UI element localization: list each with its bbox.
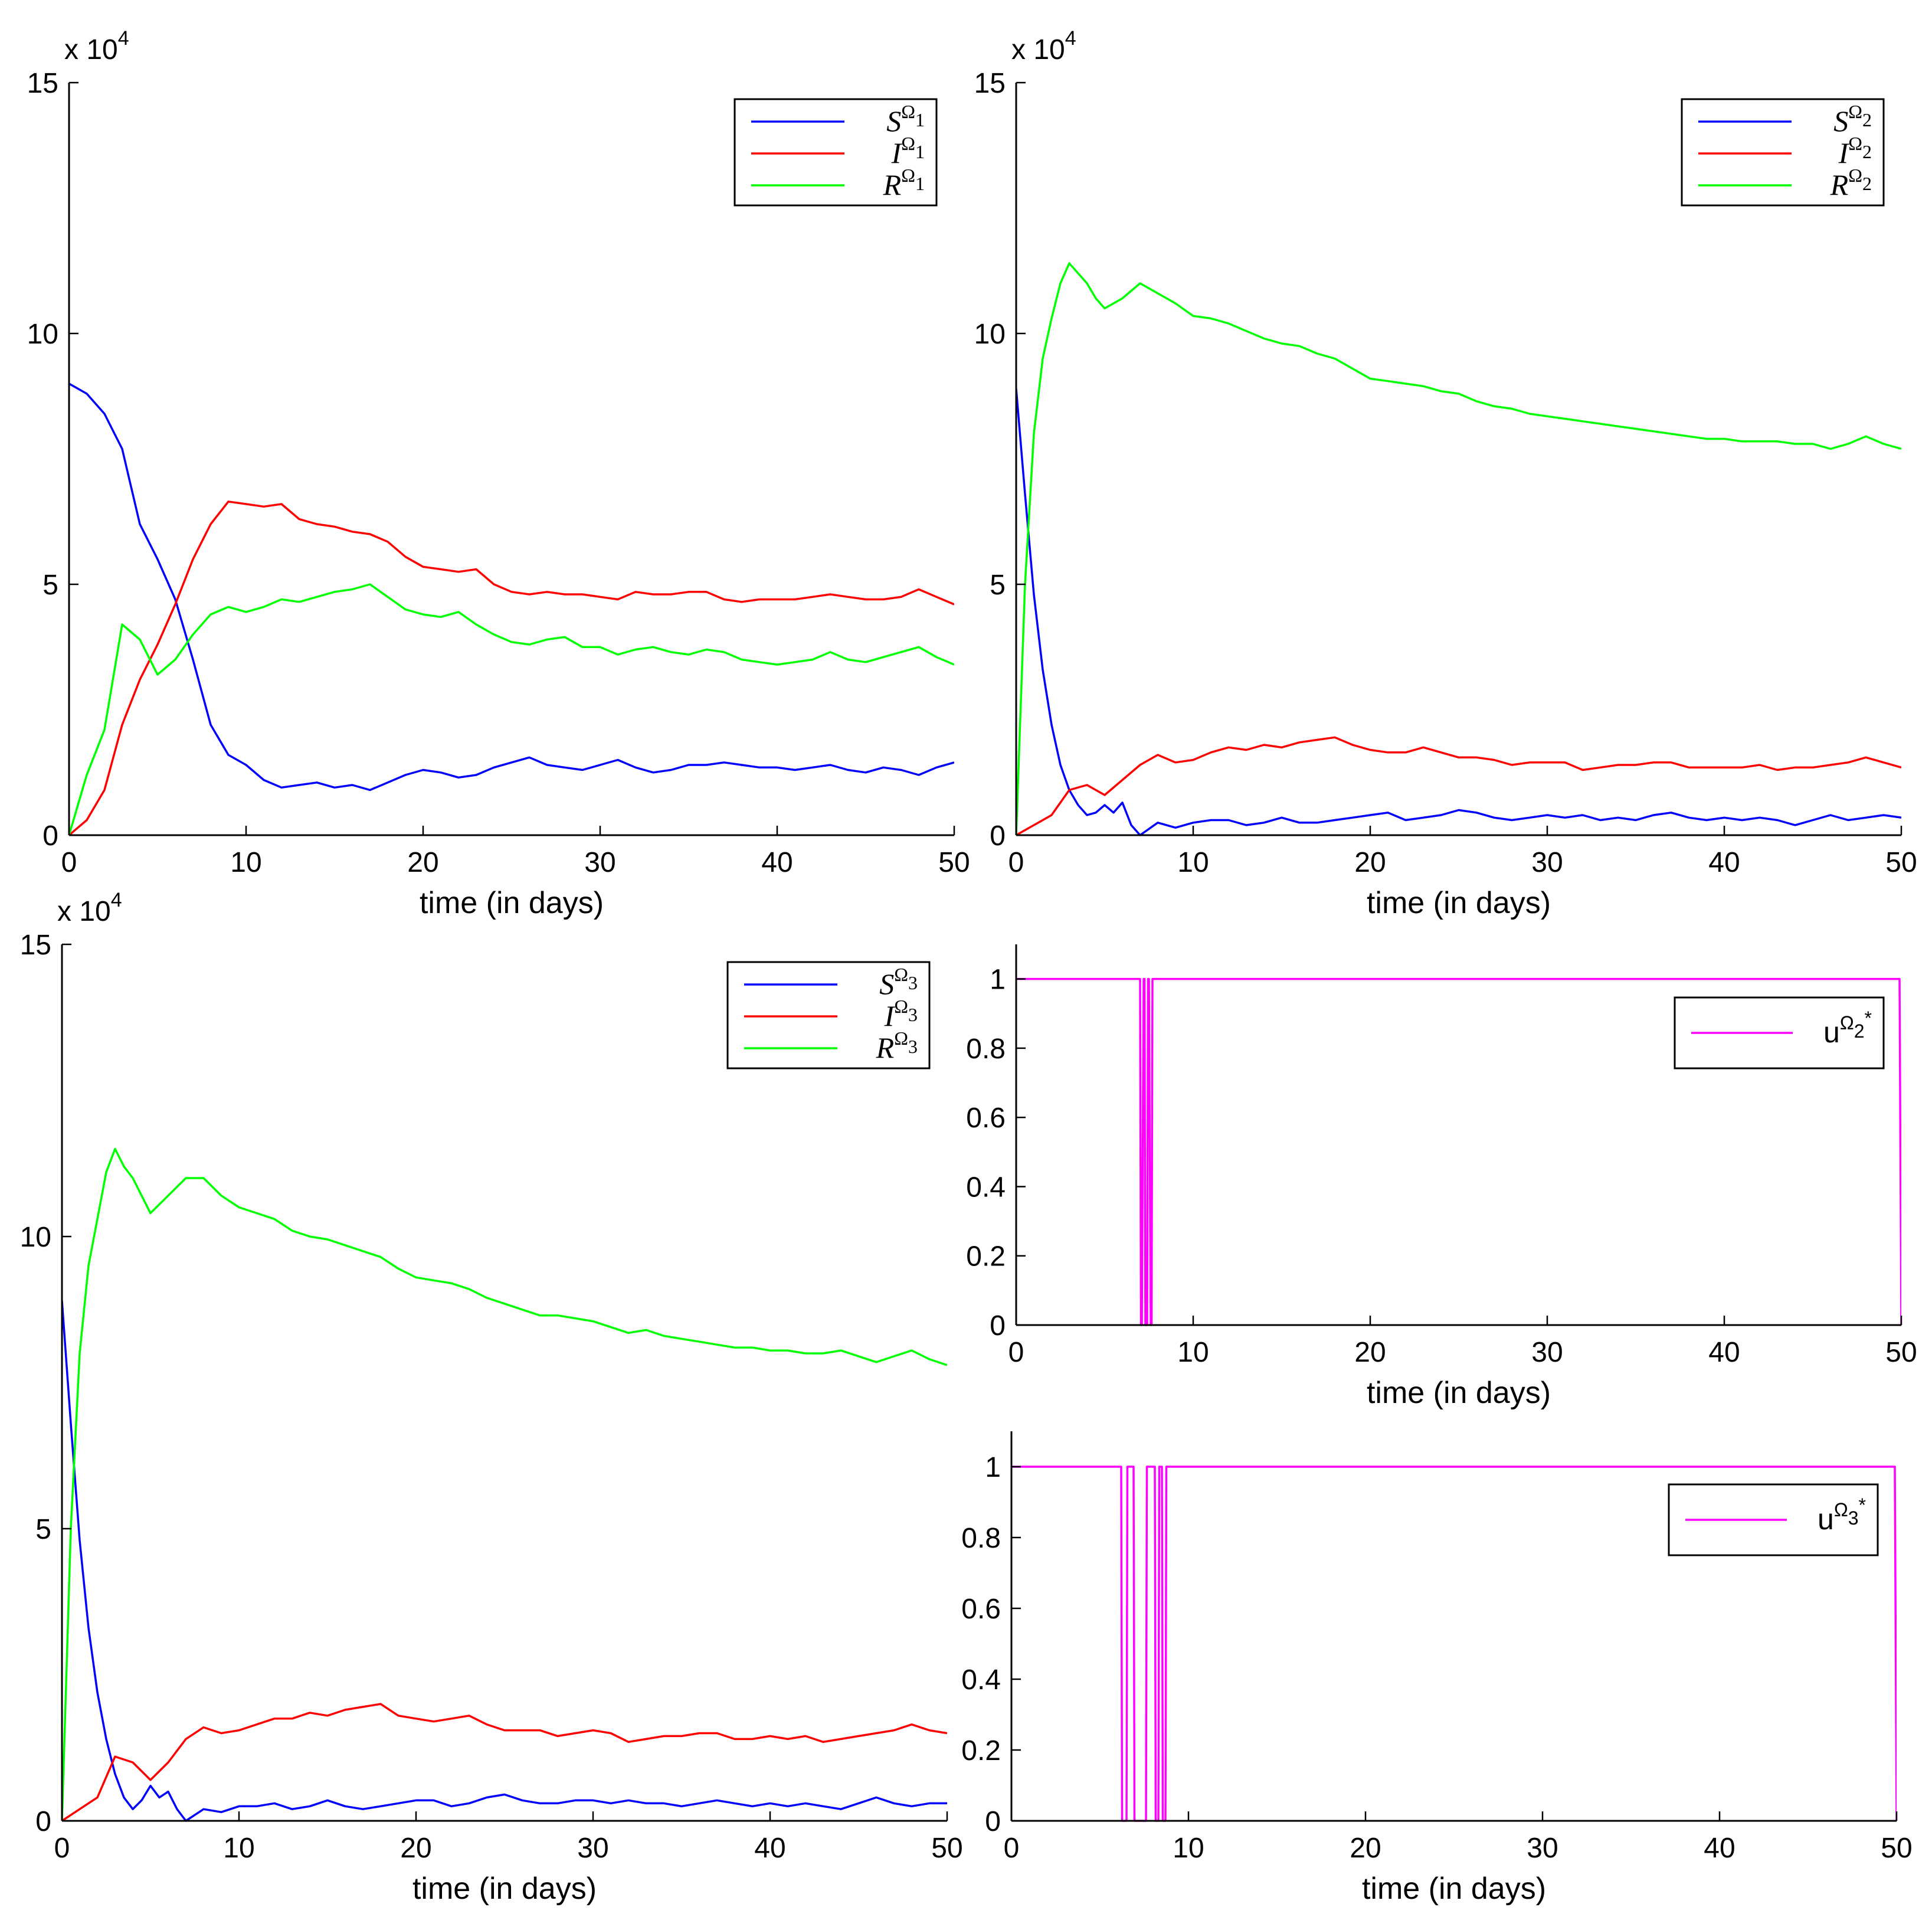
x-axis-label: time (in days) (1362, 1872, 1546, 1906)
x-tick-label: 0 (61, 847, 77, 878)
y-tick-label: 10 (27, 319, 58, 350)
x-tick-label: 40 (754, 1833, 785, 1864)
y-tick-label: 10 (974, 319, 1006, 350)
series-line-r3 (62, 1147, 947, 1821)
y-tick-label: 0 (990, 820, 1006, 852)
x-tick-label: 20 (1350, 1833, 1381, 1864)
x-tick-label: 50 (1885, 847, 1917, 878)
x-tick-label: 30 (1531, 1337, 1563, 1368)
series-line-r2 (1016, 262, 1901, 836)
series-line-i1 (69, 501, 954, 836)
y-tick-label: 0.6 (966, 1103, 1006, 1134)
x-tick-label: 30 (1527, 1833, 1558, 1864)
x-tick-label: 40 (1708, 1337, 1740, 1368)
legend-label: RΩ1 (883, 165, 925, 201)
y-tick-label: 0 (42, 820, 58, 852)
legend-label: RΩ3 (876, 1028, 918, 1064)
x-tick-label: 20 (400, 1833, 431, 1864)
x-tick-label: 50 (938, 847, 970, 878)
series-group (1016, 262, 1901, 836)
chart-p5: 0 10 20 30 40 50 0 0.2 0.4 0.6 0.8 1 time (in days) u… (961, 1431, 1913, 1906)
legend-box (726, 961, 931, 1069)
legend-label: SΩ3 (879, 964, 918, 1000)
x-tick-label: 0 (1008, 1337, 1024, 1368)
x-tick-label: 10 (1177, 847, 1209, 878)
x-tick-label: 40 (761, 847, 793, 878)
y-tick-label: 0 (35, 1806, 51, 1837)
legend: uΩ2* (1674, 996, 1885, 1069)
x-tick-label: 30 (577, 1833, 608, 1864)
y-tick-label: 1 (990, 964, 1006, 996)
legend-box (1681, 98, 1885, 207)
y-tick-label: 0 (985, 1806, 1001, 1837)
y-tick-label: 5 (990, 570, 1006, 601)
y-tick-label: 15 (27, 68, 58, 99)
x-axis-label: time (in days) (1367, 886, 1551, 920)
legend-label: IΩ2 (1838, 133, 1872, 169)
legend-label: uΩ3* (1818, 1494, 1866, 1536)
series-line-i2 (1016, 736, 1901, 836)
x-axis-label: time (in days) (1367, 1376, 1551, 1410)
y-tick-label: 0.2 (966, 1241, 1006, 1273)
series-line-s1 (69, 382, 954, 791)
y-tick-label: 1 (985, 1452, 1001, 1483)
x-tick-label: 0 (1008, 847, 1024, 878)
x-tick-label: 10 (230, 847, 261, 878)
legend-label: RΩ2 (1830, 165, 1872, 201)
x-tick-label: 0 (54, 1833, 70, 1864)
x-tick-label: 0 (1004, 1833, 1020, 1864)
series-line-s3 (62, 1300, 947, 1822)
y-tick-label: 0.2 (961, 1735, 1001, 1767)
x-tick-label: 50 (1881, 1833, 1912, 1864)
legend: uΩ3* (1668, 1483, 1879, 1556)
legend-label: SΩ1 (886, 101, 925, 138)
x-tick-label: 20 (1354, 847, 1386, 878)
y-tick-label: 5 (35, 1514, 51, 1545)
legend-box (733, 98, 938, 207)
y-tick-label: 15 (974, 68, 1006, 99)
chart-p4: 0 10 20 30 40 50 0 0.2 0.4 0.6 0.8 1 time (in days) u… (966, 944, 1917, 1410)
x-axis-label: time (in days) (412, 1872, 597, 1906)
series-line-i3 (62, 1703, 947, 1822)
series-group (62, 1147, 947, 1822)
y-tick-label: 0.4 (961, 1664, 1001, 1696)
y-tick-label: 0.8 (966, 1033, 1006, 1065)
legend-label: SΩ2 (1833, 101, 1872, 138)
x-tick-label: 50 (1885, 1337, 1917, 1368)
series-line-r1 (69, 583, 954, 836)
y-tick-label: 0 (990, 1310, 1006, 1342)
x-tick-label: 10 (1173, 1833, 1204, 1864)
y-tick-label: 15 (20, 930, 51, 961)
series-group (69, 382, 954, 836)
x-tick-label: 30 (584, 847, 615, 878)
x-tick-label: 10 (223, 1833, 254, 1864)
x-tick-label: 10 (1177, 1337, 1209, 1368)
x-tick-label: 40 (1704, 1833, 1735, 1864)
y-tick-label: 5 (42, 570, 58, 601)
x-tick-label: 20 (1354, 1337, 1386, 1368)
x-tick-label: 50 (931, 1833, 962, 1864)
x-axis-label: time (in days) (420, 886, 604, 920)
y-tick-label: 10 (20, 1222, 51, 1253)
x-tick-label: 40 (1708, 847, 1740, 878)
legend-label: uΩ2* (1823, 1008, 1872, 1049)
y-tick-label: 0.8 (961, 1523, 1001, 1554)
series-line-s2 (1016, 388, 1901, 836)
legend-label: IΩ3 (884, 996, 918, 1032)
y-tick-label: 0.4 (966, 1172, 1006, 1203)
x-tick-label: 20 (407, 847, 438, 878)
y-tick-label: 0.6 (961, 1594, 1001, 1625)
legend-label: IΩ1 (891, 133, 925, 169)
x-tick-label: 30 (1531, 847, 1563, 878)
